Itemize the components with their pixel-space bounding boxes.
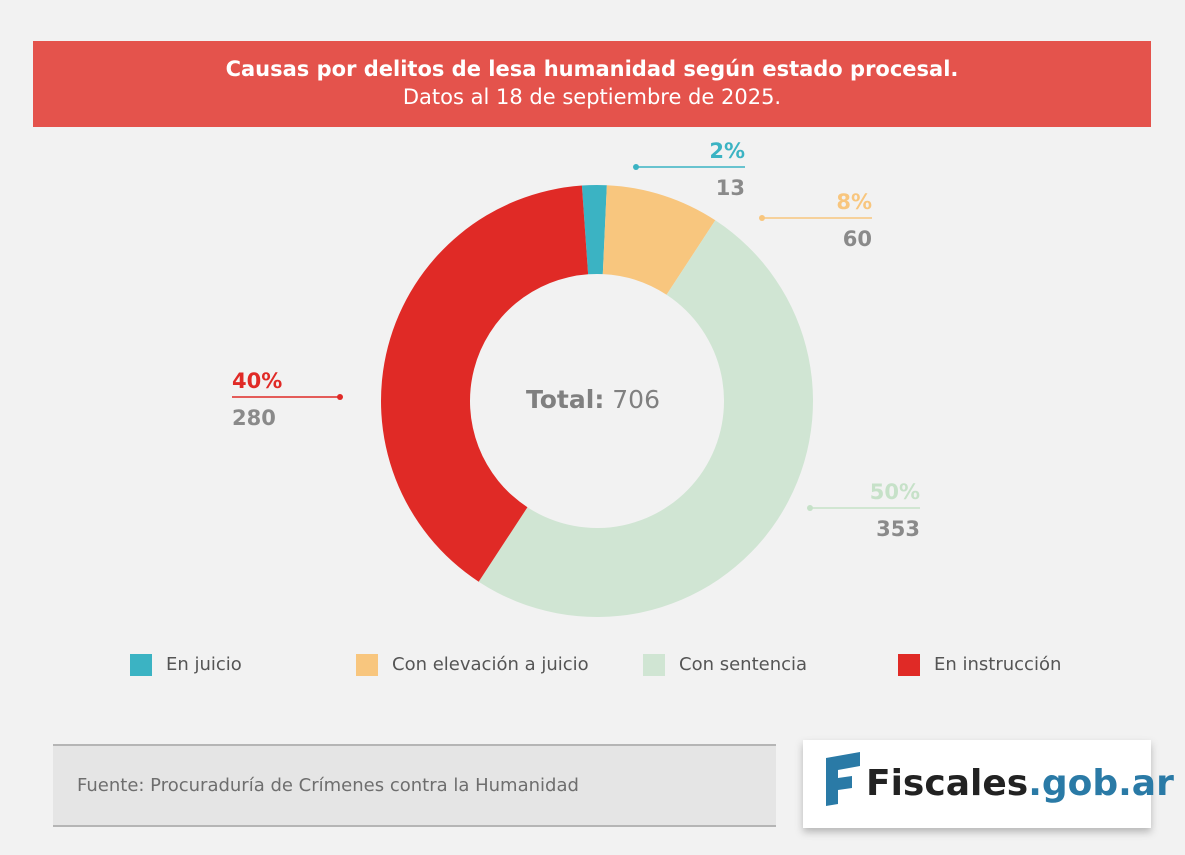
donut-slice	[380, 185, 589, 582]
share-label: 8%	[836, 190, 872, 214]
leader-dot	[633, 164, 639, 170]
total-label: Total:	[526, 385, 604, 414]
share-label: 50%	[870, 480, 920, 504]
leader-dot	[337, 394, 343, 400]
legend-swatch	[898, 654, 920, 676]
legend-label: Con sentencia	[679, 654, 807, 675]
donut-slice	[478, 220, 813, 617]
leader-dot	[807, 505, 813, 511]
share-label: 40%	[232, 369, 282, 393]
legend-label: En instrucción	[934, 654, 1061, 675]
logo-text: Fiscales.gob.ar	[866, 763, 1174, 804]
legend-label: En juicio	[166, 654, 242, 675]
donut-slice	[581, 185, 607, 275]
value-label: 13	[716, 176, 745, 200]
total-value: 706	[612, 385, 660, 414]
legend-swatch	[643, 654, 665, 676]
chart-subtitle: Datos al 18 de septiembre de 2025.	[403, 85, 781, 109]
source-text: Fuente: Procuraduría de Crímenes contra …	[77, 775, 579, 796]
logo-icon	[826, 752, 860, 806]
total: Total: 706	[526, 385, 660, 414]
legend-label: Con elevación a juicio	[392, 654, 589, 675]
logo-domain: .gob.ar	[1028, 763, 1174, 804]
legend-swatch	[356, 654, 378, 676]
value-label: 353	[876, 517, 920, 541]
value-label: 280	[232, 406, 276, 430]
chart-title: Causas por delitos de lesa humanidad seg…	[226, 57, 959, 81]
source-box	[53, 744, 776, 827]
header-band	[33, 41, 1151, 127]
legend-swatch	[130, 654, 152, 676]
leader-dot	[759, 215, 765, 221]
donut-slice	[602, 185, 716, 295]
donut-chart: 2% 13 8% 60 50% 353 40% 280 Total: 706 En juicio C…	[130, 139, 1061, 676]
logo-name: Fiscales	[866, 763, 1028, 804]
logo-box	[803, 740, 1151, 828]
share-label: 2%	[709, 139, 745, 163]
value-label: 60	[843, 227, 872, 251]
